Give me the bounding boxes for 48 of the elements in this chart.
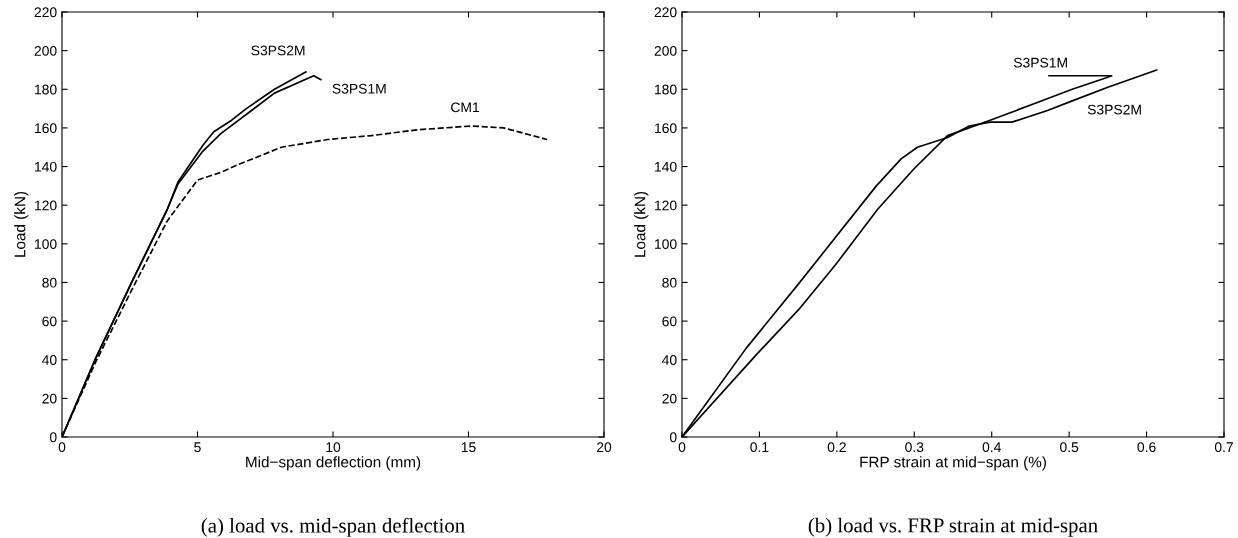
y-tick-label: 180	[655, 84, 677, 95]
y-tick-label: 20	[42, 393, 57, 404]
y-tick-label: 80	[42, 277, 57, 288]
y-tick-label: 160	[655, 123, 677, 134]
y-tick-label: 220	[654, 7, 677, 18]
series-label: S3PS2M	[251, 45, 305, 56]
text: (b) load vs. FRP strain at mid-span	[808, 517, 1098, 537]
y-tick-label: 220	[34, 7, 57, 18]
y-tick-label: 100	[655, 239, 677, 249]
y-tick-label: 200	[654, 45, 677, 56]
x-tick-label: 0.4	[982, 442, 1001, 453]
x-tick-label: 0.7	[1214, 442, 1233, 453]
series-label: S3PS1M	[332, 83, 386, 94]
x-tick-label: 0.1	[750, 442, 769, 453]
y-axis-title: Load (kN)	[634, 191, 649, 257]
x-axis-title: Mid−span deflection (mm)	[246, 456, 421, 471]
y-axis-title: Load (kN)	[14, 191, 29, 257]
x-tick-label: 5	[194, 442, 201, 453]
x-tick-label: 0.2	[827, 442, 846, 453]
y-tick-label: 0	[669, 432, 677, 443]
series-label: S3PS1M	[1013, 57, 1067, 68]
x-tick-label: 0	[58, 442, 66, 453]
y-tick-label: 120	[35, 200, 57, 211]
x-tick-label: 0.3	[905, 442, 924, 453]
y-tick-label: 100	[35, 239, 57, 249]
y-tick-label: 20	[662, 393, 677, 404]
y-tick-label: 60	[662, 316, 677, 327]
y-tick-label: 120	[655, 200, 677, 211]
series-label: CM1	[451, 102, 480, 113]
x-tick-label: 20	[596, 442, 612, 453]
x-tick-label: 0.6	[1137, 442, 1156, 453]
x-tick-label: 0	[678, 442, 686, 453]
y-tick-label: 40	[662, 355, 677, 365]
y-tick-label: 60	[42, 316, 57, 327]
x-tick-label: 10	[326, 442, 341, 453]
y-tick-label: 200	[34, 45, 57, 56]
series-label: S3PS2M	[1087, 104, 1141, 115]
y-tick-label: 180	[35, 84, 57, 95]
x-tick-label: 15	[461, 442, 476, 453]
y-tick-label: 80	[662, 277, 677, 288]
y-tick-label: 140	[35, 161, 57, 172]
x-tick-label: 0.5	[1060, 442, 1079, 453]
y-tick-label: 40	[42, 355, 57, 365]
y-tick-label: 160	[35, 123, 57, 134]
y-tick-label: 0	[49, 432, 57, 443]
x-axis-title: FRP strain at mid−span (%)	[860, 456, 1046, 471]
y-tick-label: 140	[655, 161, 677, 172]
text: (a) load vs. mid-span deflection	[201, 517, 465, 537]
